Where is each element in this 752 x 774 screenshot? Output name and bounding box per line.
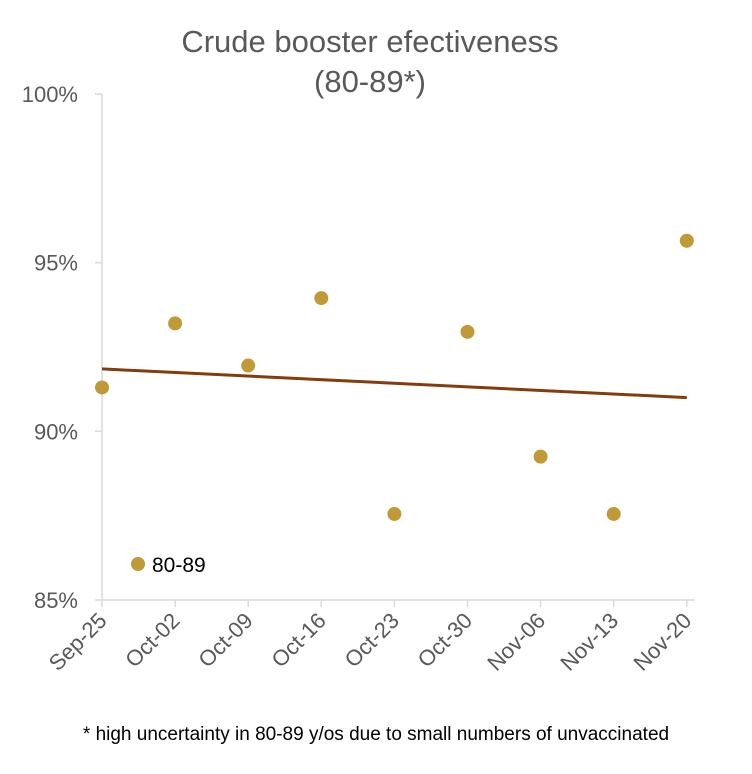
data-point [95, 380, 109, 395]
legend-marker [131, 557, 145, 571]
x-tick-label: Sep-25 [44, 608, 112, 676]
data-point [314, 291, 329, 306]
data-point [606, 506, 621, 521]
x-tick-label: Nov-06 [482, 608, 550, 676]
chart-title-main: Crude booster efectiveness [181, 24, 559, 59]
chart-title-sub: (80-89*) [314, 64, 426, 99]
x-tick-label: Oct-02 [120, 608, 184, 672]
x-tick-label: Oct-09 [193, 608, 257, 672]
data-point [241, 358, 256, 373]
data-point [679, 233, 694, 248]
data-point [387, 506, 402, 521]
data-point [168, 316, 183, 331]
x-tick-label: Oct-23 [340, 608, 404, 672]
y-tick-label: 100% [22, 82, 78, 107]
footnote: * high uncertainty in 80-89 y/os due to … [82, 724, 670, 745]
data-point [533, 449, 548, 464]
data-point [460, 324, 475, 339]
y-tick-label: 95% [34, 251, 78, 276]
x-tick-label: Oct-16 [266, 608, 330, 672]
chart-title: Crude booster efectiveness (80-89*) [0, 22, 740, 102]
legend-label: 80-89 [152, 554, 206, 577]
y-tick-label: 90% [34, 419, 78, 444]
x-tick-label: Oct-30 [413, 608, 477, 672]
trendline [101, 367, 687, 400]
x-tick-label: Nov-20 [629, 608, 697, 676]
x-tick-label: Nov-13 [555, 608, 623, 676]
y-tick-label: 85% [34, 588, 78, 613]
